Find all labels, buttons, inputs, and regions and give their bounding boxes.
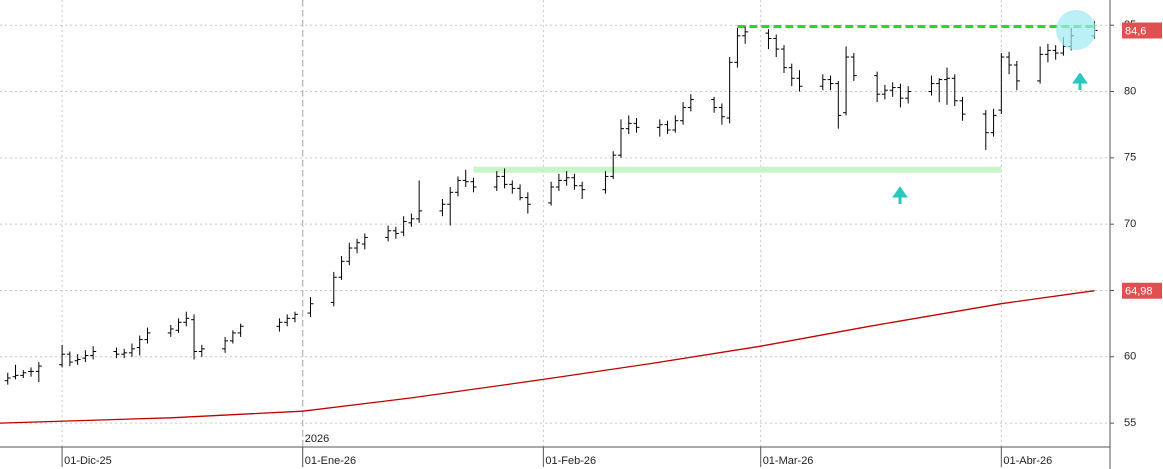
- x-tick-label: 01-Abr-26: [1003, 455, 1052, 467]
- y-tick-label: 55: [1124, 417, 1136, 429]
- x-tick-label: 01-Ene-26: [305, 455, 356, 467]
- x-tick-label: 01-Mar-26: [763, 455, 814, 467]
- overlay: 84,6 64,98: [1122, 22, 1162, 299]
- last-value-box: [1122, 22, 1162, 39]
- last-value-label: 84,6: [1125, 25, 1146, 37]
- up-arrow: [892, 186, 908, 204]
- y-tick-label: 80: [1124, 85, 1136, 97]
- last-value-box: [1122, 282, 1162, 299]
- highlight-circle: [1056, 10, 1096, 50]
- y-tick-label: 75: [1124, 152, 1136, 164]
- moving-average-line: [0, 290, 1095, 424]
- plot: [0, 21, 1098, 424]
- y-tick-label: 60: [1124, 351, 1136, 363]
- x-tick-label: 01-Dic-25: [64, 455, 112, 467]
- last-value-label: 64,98: [1125, 286, 1153, 298]
- up-arrow: [1072, 72, 1088, 90]
- year-label: 2026: [305, 433, 329, 445]
- y-tick-label: 70: [1124, 218, 1136, 230]
- x-tick-label: 01-Feb-26: [545, 455, 596, 467]
